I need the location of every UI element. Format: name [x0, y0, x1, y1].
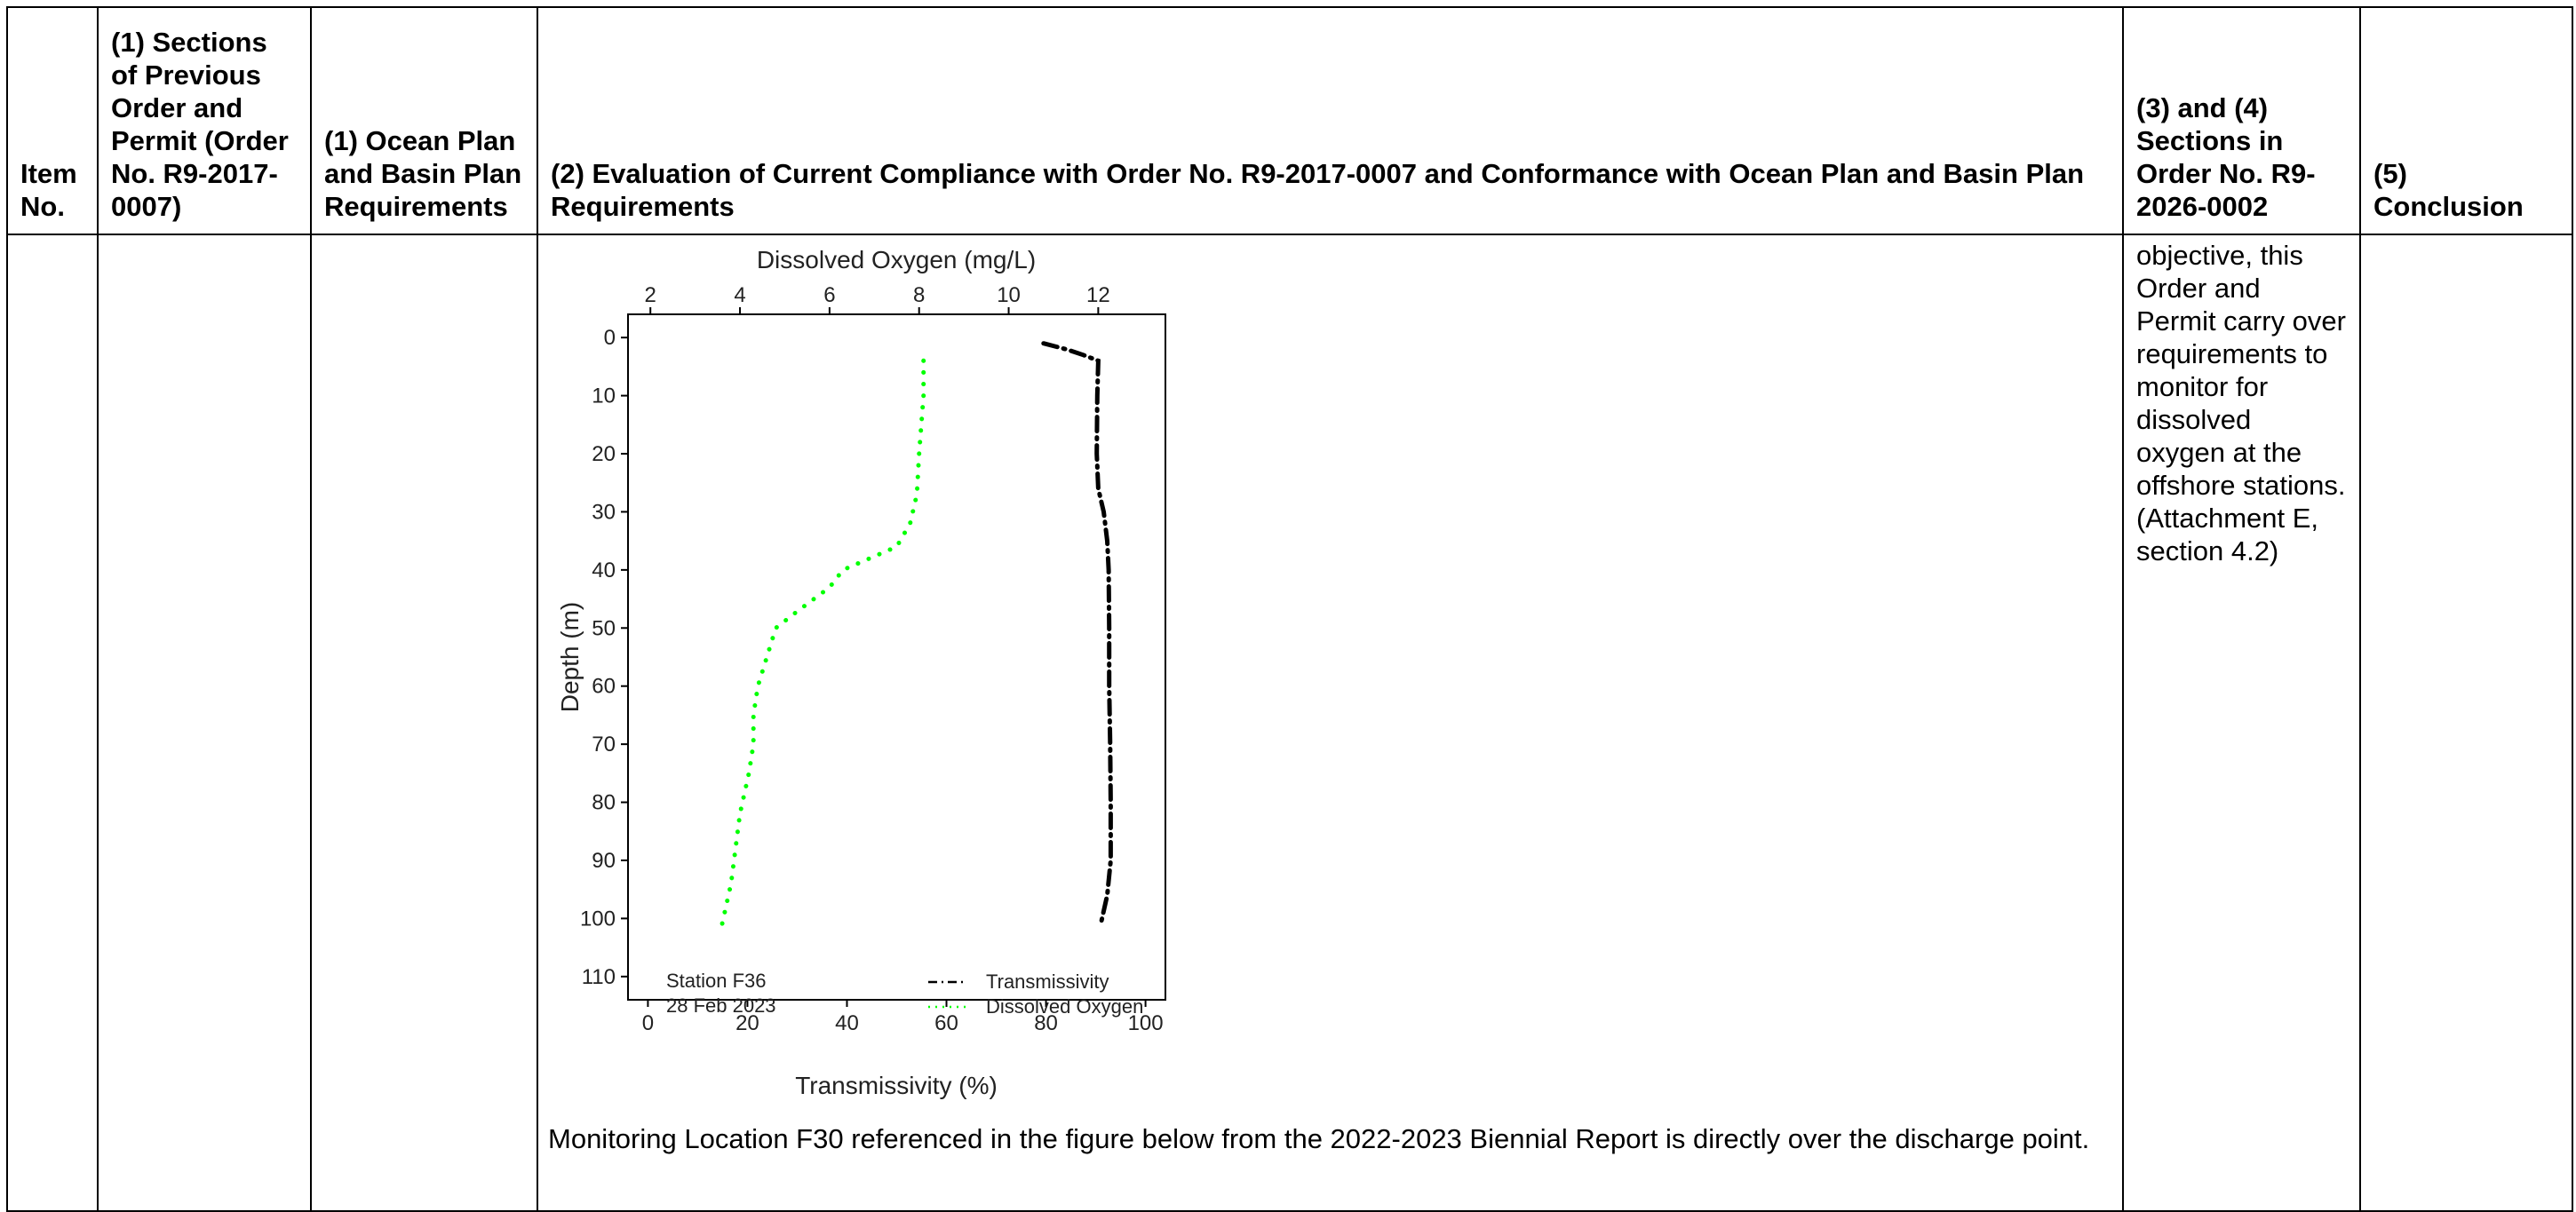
header-plan-requirements: (1) Ocean Plan and Basin Plan Requiremen… [310, 6, 538, 235]
top-tick-label: 6 [823, 283, 835, 307]
top-tick-label: 12 [1086, 283, 1110, 307]
y-tick-label: 90 [592, 849, 616, 873]
cell-plan-requirements [310, 234, 538, 1212]
top-tick-label: 4 [734, 283, 745, 307]
header-conclusion: (5) Conclusion [2359, 6, 2573, 235]
y-tick-label: 100 [580, 907, 616, 931]
y-tick-label: 20 [592, 442, 616, 466]
y-tick-label: 70 [592, 733, 616, 757]
y-tick-label: 40 [592, 558, 616, 582]
top-tick-label: 8 [913, 283, 925, 307]
series-layer [720, 341, 1113, 927]
y-tick-label: 60 [592, 675, 616, 699]
header-evaluation: (2) Evaluation of Current Compliance wit… [537, 6, 2124, 235]
depth-profile-chart: Dissolved Oxygen (mg/L) Transmissivity (… [556, 246, 1166, 1099]
legend: Transmissivity Dissolved Oxygen [928, 970, 1143, 1018]
figure-caption: Monitoring Location F30 referenced in th… [548, 1123, 2090, 1154]
header-new-order-sections: (3) and (4) Sections in Order No. R9-202… [2122, 6, 2361, 235]
cell-item-no [6, 234, 99, 1212]
y-tick-label: 50 [592, 616, 616, 640]
cell-evaluation [537, 234, 2124, 1212]
bottom-tick-label: 0 [642, 1011, 654, 1035]
series-line-dissolved-oxygen [720, 358, 926, 927]
cell-new-order-sections: objective, this Order and Permit carry o… [2122, 234, 2361, 1212]
top-ticks: 2 4 6 8 10 12 [645, 283, 1110, 314]
bottom-tick-label: 100 [1128, 1011, 1164, 1035]
header-item-no: Item No. [6, 6, 99, 235]
series-line-transmissivity [1041, 341, 1113, 927]
y-tick-label: 0 [604, 326, 616, 350]
compliance-table: Item No. (1) Sections of Previous Order … [6, 6, 2573, 1212]
bottom-tick-label: 60 [934, 1011, 958, 1035]
y-ticks: 0 10 20 30 40 50 60 70 80 90 100 110 [580, 326, 628, 989]
y-axis-label: Depth (m) [556, 602, 584, 712]
bottom-axis-label: Transmissivity (%) [795, 1072, 998, 1099]
cell-previous-sections [97, 234, 312, 1212]
y-tick-label: 30 [592, 500, 616, 524]
top-tick-label: 2 [645, 283, 656, 307]
bottom-tick-label: 20 [735, 1011, 759, 1035]
y-tick-label: 110 [582, 965, 616, 989]
bottom-tick-label: 80 [1034, 1011, 1058, 1035]
plot-frame [627, 313, 1166, 1001]
date-label: 28 Feb 2023 [666, 994, 776, 1017]
top-tick-label: 10 [997, 283, 1021, 307]
cell-conclusion [2359, 234, 2573, 1212]
table-row: objective, this Order and Permit carry o… [6, 234, 2573, 1212]
header-previous-sections: (1) Sections of Previous Order and Permi… [97, 6, 312, 235]
legend-label-transmissivity: Transmissivity [986, 970, 1109, 993]
y-tick-label: 10 [592, 384, 616, 408]
station-label: Station F36 [666, 970, 767, 992]
legend-label-dissolved-oxygen: Dissolved Oxygen [986, 995, 1143, 1018]
top-axis-label: Dissolved Oxygen (mg/L) [757, 246, 1036, 273]
bottom-tick-label: 40 [835, 1011, 859, 1035]
bottom-ticks: 0 20 40 60 80 100 [642, 1000, 1164, 1035]
y-tick-label: 80 [592, 791, 616, 815]
table-header-row: Item No. (1) Sections of Previous Order … [6, 6, 2573, 235]
